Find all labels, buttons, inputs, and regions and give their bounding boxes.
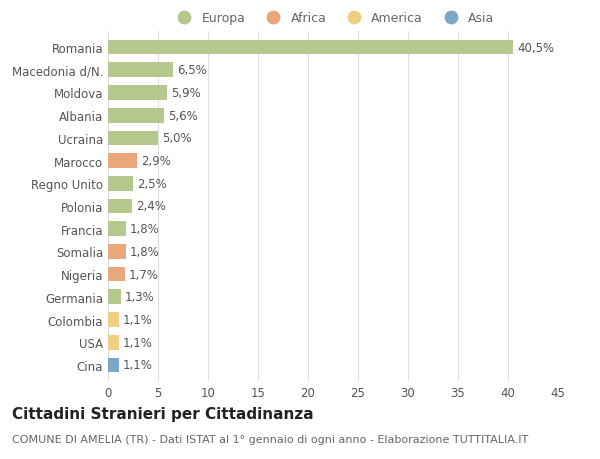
- Text: COMUNE DI AMELIA (TR) - Dati ISTAT al 1° gennaio di ogni anno - Elaborazione TUT: COMUNE DI AMELIA (TR) - Dati ISTAT al 1°…: [12, 434, 528, 444]
- Text: 5,9%: 5,9%: [171, 87, 201, 100]
- Bar: [108, 358, 119, 372]
- Text: Cittadini Stranieri per Cittadinanza: Cittadini Stranieri per Cittadinanza: [12, 406, 314, 421]
- Text: 2,9%: 2,9%: [141, 155, 171, 168]
- Text: 1,1%: 1,1%: [123, 313, 153, 326]
- Bar: [108, 177, 133, 191]
- Bar: [108, 290, 121, 304]
- Bar: [108, 313, 119, 327]
- Text: 2,5%: 2,5%: [137, 178, 167, 190]
- Bar: [108, 245, 126, 259]
- Bar: [108, 335, 119, 350]
- Text: 6,5%: 6,5%: [177, 64, 207, 77]
- Text: 1,1%: 1,1%: [123, 358, 153, 372]
- Bar: [108, 154, 137, 168]
- Bar: [108, 222, 126, 236]
- Bar: [108, 86, 167, 101]
- Text: 2,4%: 2,4%: [136, 200, 166, 213]
- Bar: [108, 199, 132, 214]
- Bar: [108, 63, 173, 78]
- Text: 5,0%: 5,0%: [162, 132, 191, 145]
- Text: 1,1%: 1,1%: [123, 336, 153, 349]
- Bar: [108, 109, 164, 123]
- Legend: Europa, Africa, America, Asia: Europa, Africa, America, Asia: [167, 7, 499, 30]
- Text: 5,6%: 5,6%: [168, 109, 198, 123]
- Bar: [108, 267, 125, 282]
- Text: 1,8%: 1,8%: [130, 223, 160, 235]
- Bar: [108, 41, 513, 56]
- Text: 1,3%: 1,3%: [125, 291, 155, 304]
- Text: 40,5%: 40,5%: [517, 41, 554, 55]
- Text: 1,7%: 1,7%: [129, 268, 159, 281]
- Text: 1,8%: 1,8%: [130, 246, 160, 258]
- Bar: [108, 131, 158, 146]
